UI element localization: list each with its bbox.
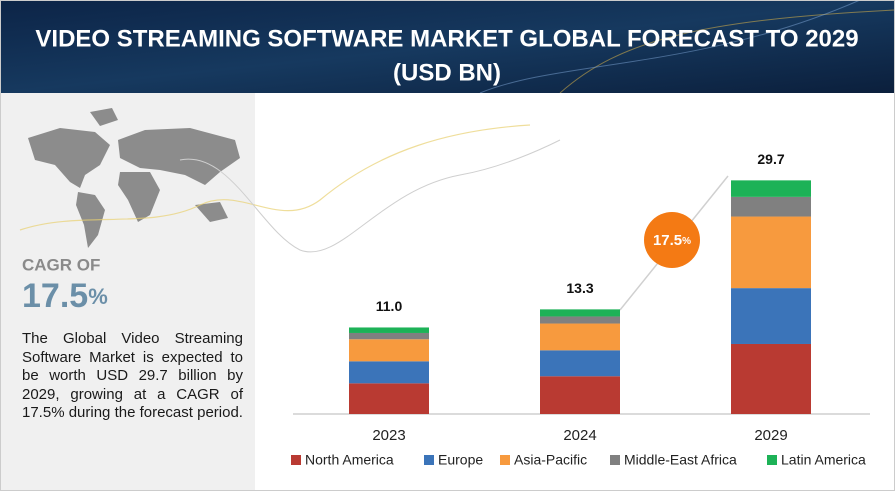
title-line: VIDEO STREAMING SOFTWARE MARKET GLOBAL F… [35,25,858,52]
bar-segment [349,332,429,340]
total-label: 29.7 [757,151,784,167]
bar-segment [540,376,620,414]
cagr-bubble-unit: % [682,236,691,247]
bar-segment [731,288,811,344]
bar-segment [349,361,429,384]
legend-label: Europe [438,452,483,468]
bar-segment [540,350,620,377]
cagr-unit: % [88,284,108,309]
world-map [28,108,240,248]
bar-segment [731,343,811,414]
title-line: (USD BN) [393,59,501,86]
bar-segment [731,180,811,197]
total-label: 11.0 [376,298,403,314]
cagr-bubble [644,212,700,268]
description: The Global Video Streaming Software Mark… [22,330,243,421]
deco-curve [179,139,561,253]
legend-swatch [424,455,434,465]
cagr-value: 17.5% [22,277,108,315]
legend-label: North America [305,452,394,468]
x-tick-label: 2023 [372,427,405,444]
bar-segment [731,196,811,217]
deco-curve [19,124,531,231]
cagr-label: CAGR OF [22,255,100,274]
bar-segment [349,339,429,362]
bar-segment [349,327,429,333]
bar-segment [731,216,811,289]
bar-segment [349,383,429,414]
legend-swatch [610,455,620,465]
x-tick-label: 2029 [754,427,787,444]
legend-label: Latin America [781,452,866,468]
bar-segment [540,316,620,324]
total-label: 13.3 [566,280,593,296]
legend-swatch [500,455,510,465]
header-deco [479,0,861,94]
bar-segment [540,309,620,317]
legend-swatch [767,455,777,465]
legend-label: Middle-East Africa [624,452,737,468]
legend-label: Asia-Pacific [514,452,587,468]
legend-swatch [291,455,301,465]
cagr-bubble-label: 17.5% [653,232,691,249]
cagr-bubble-value: 17.5 [653,232,682,249]
header-bg [0,0,895,93]
bar-segment [540,323,620,351]
cagr-number: 17.5 [22,277,88,315]
x-tick-label: 2024 [563,427,596,444]
